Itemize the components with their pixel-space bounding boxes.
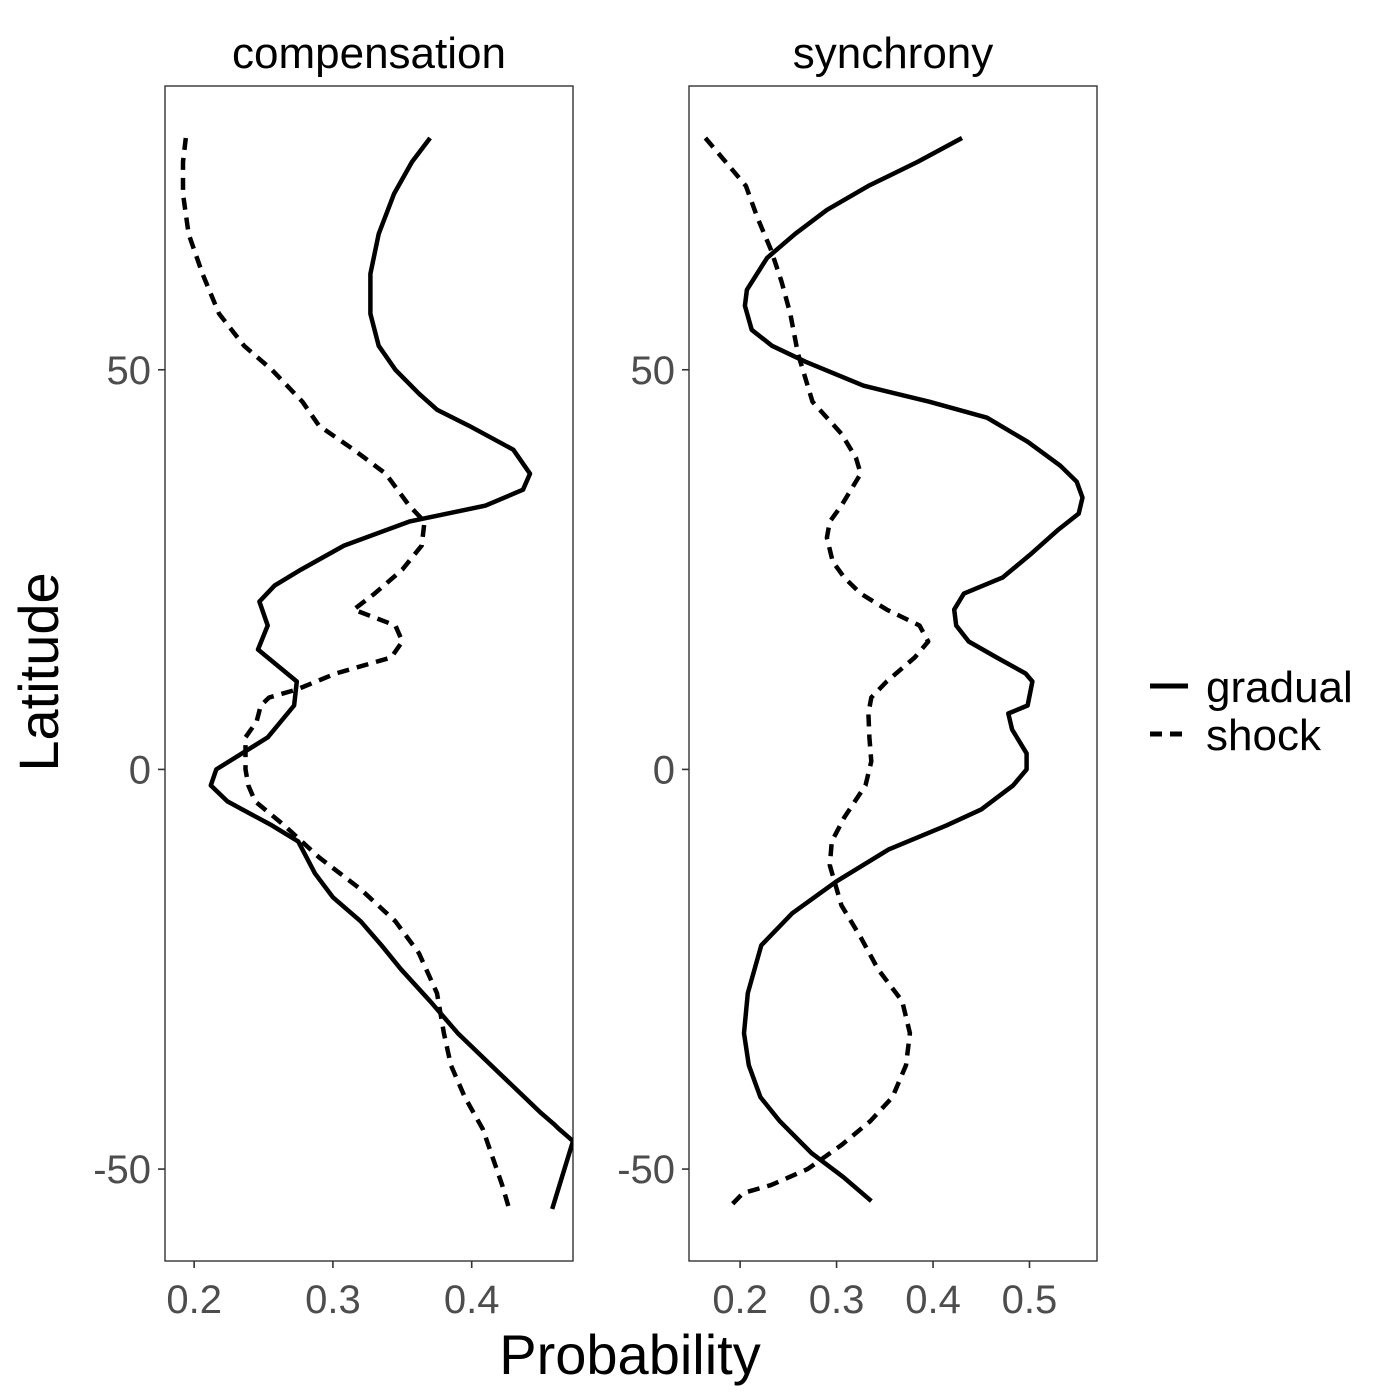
panel-synchrony: synchrony -50 0 50 0.2 0.3 0.4 0.5 <box>617 29 1098 1322</box>
legend: gradual shock <box>1150 663 1353 760</box>
x-tick-label: 0.3 <box>305 1278 361 1322</box>
facet-title-compensation: compensation <box>232 29 506 78</box>
facet-title-synchrony: synchrony <box>793 29 994 78</box>
y-tick-label: 0 <box>653 748 675 792</box>
y-tick-label: 50 <box>107 349 152 393</box>
series-line-synchrony-shock <box>703 136 931 1211</box>
y-tick-label: 0 <box>129 748 151 792</box>
x-tick-label: 0.3 <box>809 1278 865 1322</box>
x-tick-label: 0.4 <box>905 1278 961 1322</box>
series-line-compensation-gradual <box>208 136 573 1210</box>
legend-label-shock: shock <box>1206 711 1322 760</box>
panel-border <box>164 85 574 1262</box>
x-tick-label: 0.2 <box>166 1278 222 1322</box>
series-line-compensation-shock <box>180 137 512 1210</box>
x-axis-title: Probability <box>499 1323 760 1386</box>
x-tick-label: 0.4 <box>444 1278 500 1322</box>
y-tick-label: -50 <box>93 1148 151 1192</box>
x-tick-label: 0.5 <box>1002 1278 1058 1322</box>
y-tick-label: -50 <box>617 1148 675 1192</box>
series-line-synchrony-gradual <box>741 136 1085 1203</box>
x-tick-label: 0.2 <box>712 1278 768 1322</box>
panel-border <box>688 85 1098 1262</box>
chart-panels: compensation -50 0 50 0.2 0.3 0.4 synchrony -50 0… <box>93 29 1098 1322</box>
y-axis-title: Latitude <box>7 572 70 771</box>
panel-compensation: compensation -50 0 50 0.2 0.3 0.4 <box>93 29 574 1322</box>
y-tick-label: 50 <box>631 349 676 393</box>
legend-label-gradual: gradual <box>1206 663 1353 712</box>
